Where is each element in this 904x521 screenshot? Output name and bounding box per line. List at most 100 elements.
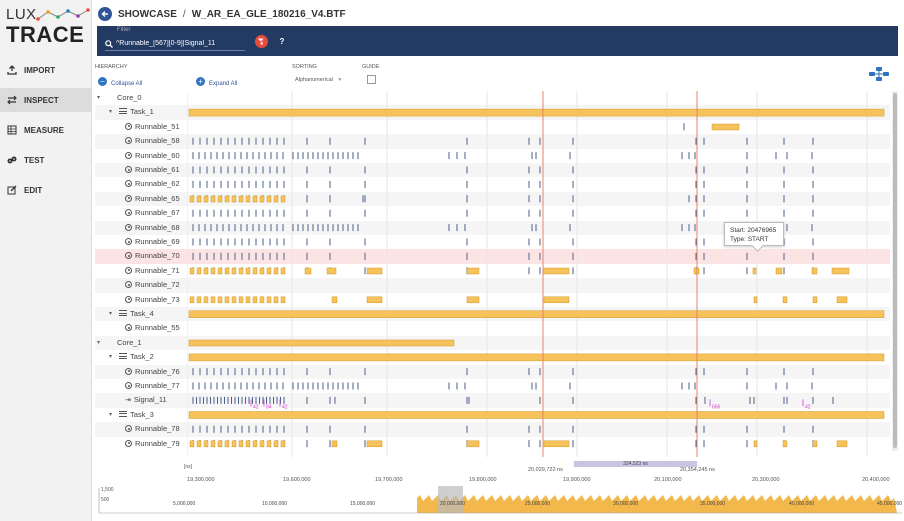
trace-row[interactable]: Runnable_72	[95, 278, 890, 293]
filter-search-box	[105, 37, 245, 51]
tree-item-runnable[interactable]: Runnable_62	[125, 177, 217, 191]
sorting-select[interactable]: Alphanumerical ▾	[295, 77, 341, 83]
trace-row[interactable]: Runnable_73	[95, 293, 890, 307]
trace-row[interactable]: Runnable_60	[95, 149, 890, 163]
trace-row[interactable]: Runnable_71	[95, 264, 890, 278]
tree-item-runnable[interactable]: Runnable_73	[125, 293, 217, 307]
filter-input[interactable]	[116, 40, 236, 47]
execution-bar	[266, 195, 272, 203]
trace-row[interactable]: Runnable_65	[95, 191, 890, 207]
execution-bar	[775, 267, 783, 275]
scrollbar-thumb[interactable]	[893, 93, 897, 448]
execution-bar	[238, 296, 244, 304]
guide-checkbox[interactable]	[367, 75, 376, 84]
trace-row[interactable]: ▾ Task_3	[95, 408, 890, 422]
tree-item-task[interactable]: ▾ Task_2	[109, 350, 201, 364]
tree-item-runnable[interactable]: Runnable_72	[125, 278, 217, 292]
tree-item-runnable[interactable]: Runnable_55	[125, 321, 217, 335]
execution-bar	[366, 440, 383, 448]
axis-unit: [ns]	[184, 464, 193, 470]
trace-row[interactable]: ⇥ Signal_11	[95, 393, 890, 408]
tree-item-runnable[interactable]: Runnable_51	[125, 120, 217, 134]
execution-bar	[231, 267, 237, 275]
execution-bar	[753, 296, 758, 304]
trace-row[interactable]: Runnable_69	[95, 235, 890, 249]
vertical-scrollbar[interactable]	[892, 91, 898, 451]
trace-row[interactable]: Runnable_58	[95, 134, 890, 149]
overview-histogram[interactable]: 1,500 500 5,000,000 10,000,000 15,000,000 20,…	[97, 484, 902, 514]
trace-row[interactable]: ▾ Core_0	[95, 91, 890, 105]
execution-bar	[238, 440, 244, 448]
execution-bar	[266, 296, 272, 304]
nav-import[interactable]: IMPORT	[0, 58, 92, 82]
tree-item-runnable[interactable]: Runnable_70	[125, 249, 217, 263]
execution-bar	[189, 296, 195, 304]
expand-toggle-icon[interactable]: ▾	[109, 109, 113, 116]
expand-toggle-icon[interactable]: ▾	[109, 411, 113, 418]
execution-bar	[238, 195, 244, 203]
timeline-canvas[interactable]: 42 84 42 666 42	[187, 91, 887, 457]
tree-item-runnable[interactable]: Runnable_60	[125, 149, 217, 163]
trace-row[interactable]: Runnable_79	[95, 437, 890, 451]
trace-row[interactable]: Runnable_76	[95, 364, 890, 379]
execution-bar	[203, 296, 209, 304]
execution-bar	[196, 296, 202, 304]
nav-inspect-label: INSPECT	[24, 95, 59, 105]
help-button[interactable]: ?	[279, 36, 285, 46]
tree-item-runnable[interactable]: Runnable_77	[125, 379, 217, 393]
trace-row[interactable]: Runnable_78	[95, 422, 890, 437]
execution-bar	[217, 195, 223, 203]
trace-row[interactable]: ▾ Task_2	[95, 350, 890, 364]
tree-item-signal[interactable]: ⇥ Signal_11	[125, 393, 217, 407]
trace-row[interactable]: Runnable_62	[95, 177, 890, 191]
expand-toggle-icon[interactable]: ▾	[109, 354, 113, 361]
expand-all-button[interactable]: + Expand All	[196, 76, 237, 87]
layout-toggle-button[interactable]	[868, 66, 890, 82]
tree-item-runnable[interactable]: Runnable_61	[125, 163, 217, 177]
nav-edit[interactable]: EDIT	[0, 178, 92, 202]
trace-row[interactable]: Runnable_55	[95, 321, 890, 335]
tree-item-runnable[interactable]: Runnable_67	[125, 206, 217, 220]
expand-toggle-icon[interactable]: ▾	[109, 311, 113, 317]
tree-item-core[interactable]: ▾ Core_0	[97, 91, 189, 105]
task-icon	[119, 410, 127, 417]
execution-bar	[836, 440, 848, 448]
trace-row[interactable]: ▾ Core_1	[95, 335, 890, 351]
execution-bar	[466, 440, 480, 448]
breadcrumb-root[interactable]: SHOWCASE	[118, 8, 177, 20]
overview-y-min: 500	[101, 497, 110, 503]
tree-item-runnable[interactable]: Runnable_79	[125, 437, 217, 451]
tree-item-runnable[interactable]: Runnable_68	[125, 221, 217, 235]
trace-row[interactable]: Runnable_77	[95, 379, 890, 393]
trace-row[interactable]: Runnable_61	[95, 163, 890, 178]
nav-measure[interactable]: MEASURE	[0, 118, 92, 142]
tree-item-core[interactable]: ▾ Core_1	[97, 336, 189, 350]
logo-text-top: LUX	[6, 6, 37, 23]
collapse-all-button[interactable]: − Collapse All	[98, 76, 142, 87]
hierarchy-label: HIERARCHY	[95, 64, 128, 70]
tree-item-task[interactable]: ▾ Task_3	[109, 408, 201, 422]
overview-chart[interactable]: 1,500 500 5,000,000 10,000,000 15,000,000 20,…	[97, 484, 902, 514]
execution-bar	[326, 267, 337, 275]
clear-filter-button[interactable]	[255, 35, 268, 48]
tree-item-runnable[interactable]: Runnable_58	[125, 134, 217, 148]
tree-item-runnable[interactable]: Runnable_65	[125, 192, 217, 206]
trace-row[interactable]: Runnable_70	[95, 249, 890, 264]
execution-bar	[836, 296, 848, 304]
expand-toggle-icon[interactable]: ▾	[97, 95, 101, 101]
selection-range[interactable]: 324,523 ns	[574, 461, 697, 467]
nav-test[interactable]: TEST	[0, 148, 92, 172]
trace-row[interactable]: Runnable_67	[95, 206, 890, 220]
tree-item-runnable[interactable]: Runnable_71	[125, 264, 217, 278]
tree-item-runnable[interactable]: Runnable_78	[125, 422, 217, 436]
tree-item-task[interactable]: ▾ Task_1	[109, 105, 201, 119]
trace-row[interactable]: Runnable_51	[95, 120, 890, 134]
back-button[interactable]	[98, 7, 112, 21]
tree-item-label: Runnable_68	[135, 222, 180, 232]
tree-item-task[interactable]: ▾ Task_4	[109, 307, 201, 321]
nav-inspect[interactable]: INSPECT	[0, 88, 92, 112]
expand-toggle-icon[interactable]: ▾	[97, 339, 101, 346]
tree-item-runnable[interactable]: Runnable_76	[125, 365, 217, 379]
tree-item-runnable[interactable]: Runnable_69	[125, 235, 217, 249]
trace-row[interactable]: Runnable_68	[95, 220, 890, 235]
